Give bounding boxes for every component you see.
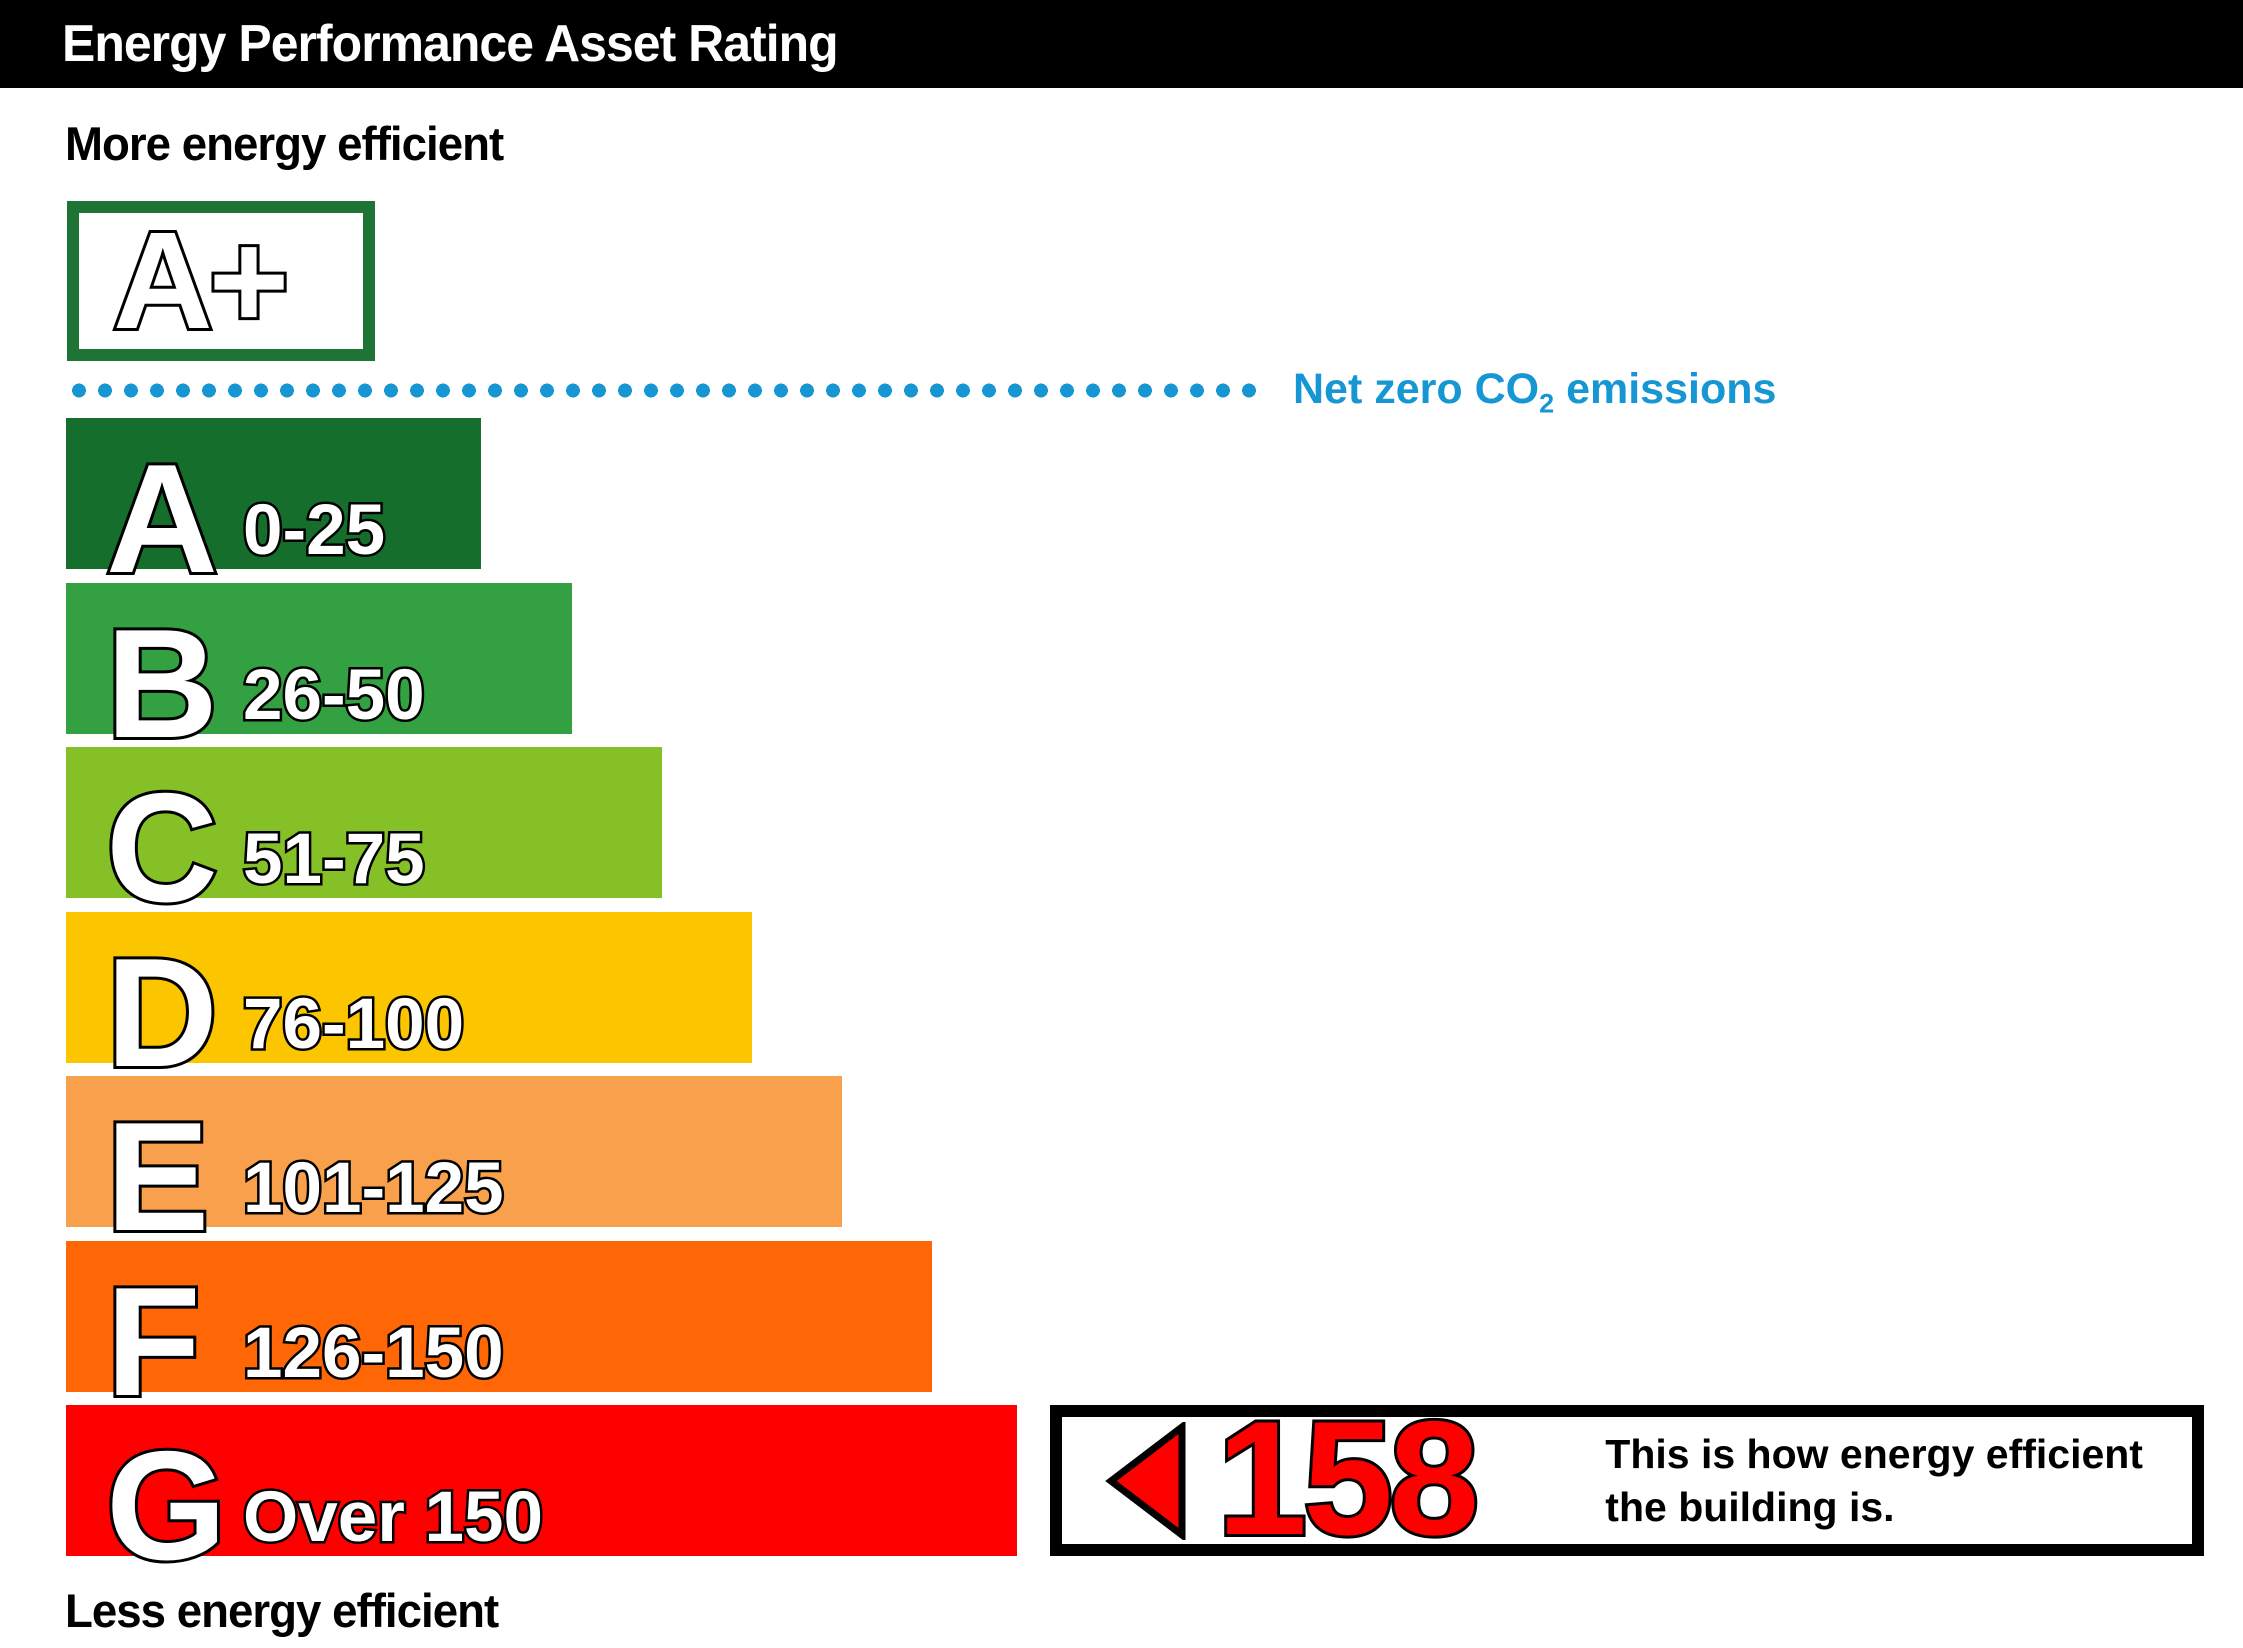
title-bar: Energy Performance Asset Rating: [0, 0, 2243, 88]
band-f: F 126-150: [66, 1241, 932, 1422]
net-zero-label: Net zero CO2 emissions: [1293, 365, 1777, 417]
band-b-letter: B: [103, 597, 221, 770]
band-a-plus-letter: A+: [110, 204, 292, 358]
band-c: C 51-75: [66, 747, 662, 928]
band-a: A 0-25: [66, 418, 481, 599]
band-a-range: 0-25: [240, 491, 387, 570]
current-rating-box: 158 This is how energy efficient the bui…: [1050, 1394, 2204, 1562]
band-a-plus: A+: [67, 201, 375, 361]
current-rating-description: This is how energy efficient the buildin…: [1605, 1428, 2143, 1534]
band-b: B 26-50: [66, 583, 572, 764]
band-c-letter: C: [103, 761, 221, 934]
band-c-range: 51-75: [241, 820, 428, 899]
band-e-range: 101-125: [241, 1149, 507, 1228]
description-line-1: This is how energy efficient: [1605, 1430, 2143, 1477]
net-zero-dotted-line: [66, 383, 1268, 398]
band-f-letter: F: [103, 1255, 204, 1428]
net-zero-subscript: 2: [1539, 388, 1555, 419]
band-d-letter: D: [103, 926, 221, 1099]
page-title: Energy Performance Asset Rating: [62, 15, 839, 73]
less-energy-efficient-label: Less energy efficient: [65, 1584, 499, 1637]
net-zero-text-prefix: Net zero CO: [1293, 365, 1540, 413]
left-arrow-icon: [1105, 1421, 1186, 1540]
band-g-letter: G: [103, 1419, 230, 1592]
band-d-range: 76-100: [240, 985, 466, 1064]
band-g: G Over 150: [66, 1405, 1017, 1586]
band-f-range: 126-150: [241, 1314, 507, 1393]
band-d: D 76-100: [66, 912, 752, 1093]
band-e-letter: E: [103, 1090, 212, 1263]
description-line-2: the building is.: [1605, 1483, 1895, 1530]
band-a-letter: A: [103, 432, 221, 605]
net-zero-text-suffix: emissions: [1554, 365, 1777, 413]
current-rating-value: 158: [1214, 1387, 1482, 1569]
more-energy-efficient-label: More energy efficient: [65, 117, 504, 170]
band-b-range: 26-50: [241, 656, 428, 735]
band-g-range: Over 150: [240, 1478, 545, 1557]
band-e: E 101-125: [66, 1076, 842, 1257]
